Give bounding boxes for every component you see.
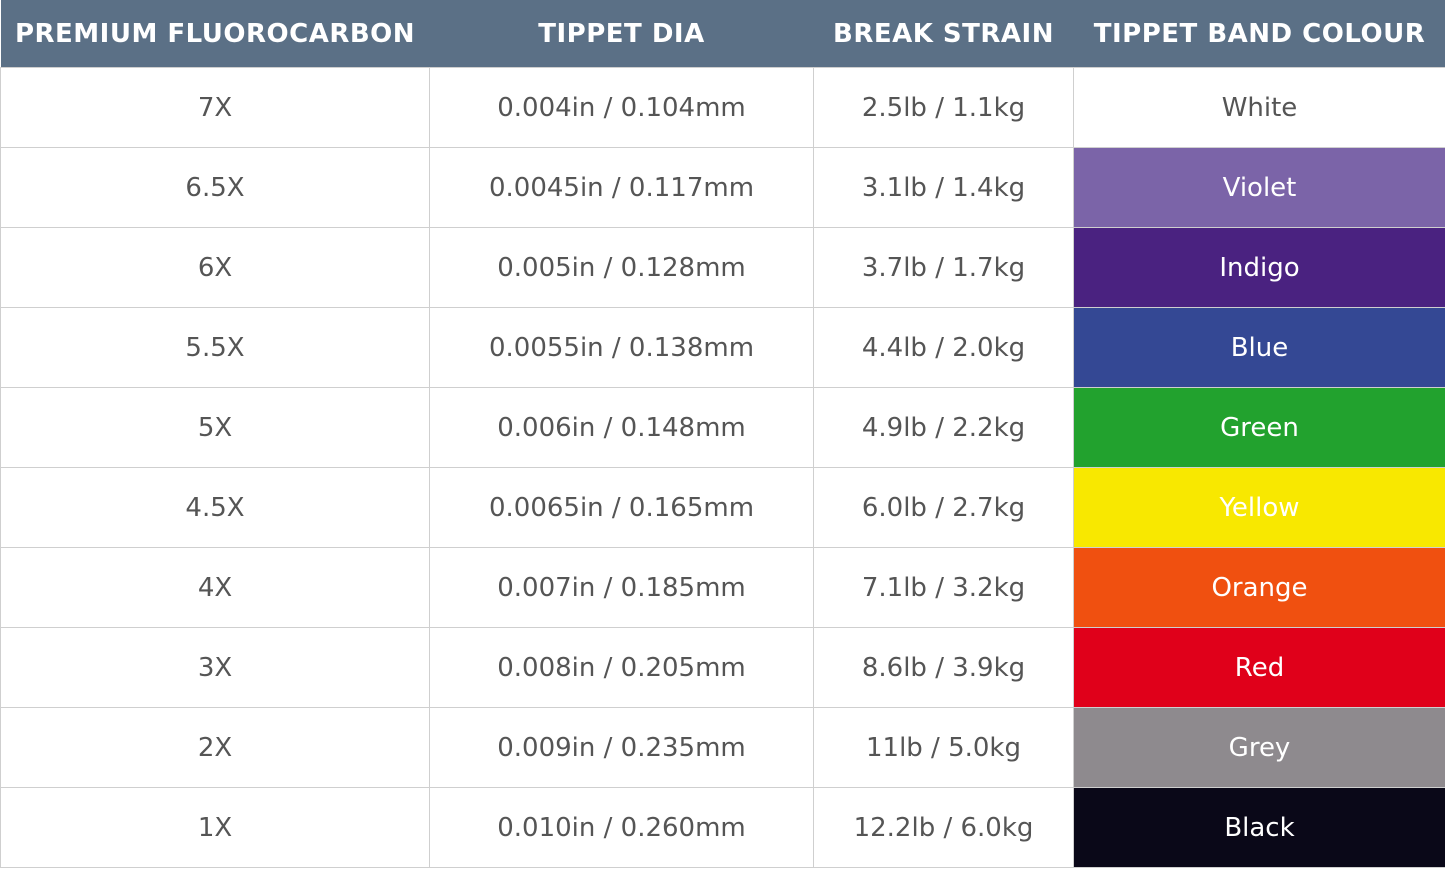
table-row: 7X 0.004in / 0.104mm 2.5lb / 1.1kg White [0, 67, 1445, 148]
band-colour-cell: Yellow [1073, 467, 1445, 548]
band-colour-cell: Red [1073, 627, 1445, 708]
band-colour-cell: Black [1073, 787, 1445, 868]
size-cell: 6.5X [0, 147, 430, 228]
size-cell: 3X [0, 627, 430, 708]
size-cell: 7X [0, 67, 430, 148]
size-cell: 4.5X [0, 467, 430, 548]
header-row: PREMIUM FLUOROCARBON TIPPET DIA BREAK ST… [0, 0, 1445, 68]
break-strain-cell: 8.6lb / 3.9kg [813, 627, 1074, 708]
band-colour-cell: White [1073, 67, 1445, 148]
break-strain-cell: 4.9lb / 2.2kg [813, 387, 1074, 468]
band-colour-cell: Green [1073, 387, 1445, 468]
tippet-dia-cell: 0.010in / 0.260mm [429, 787, 814, 868]
tippet-dia-cell: 0.009in / 0.235mm [429, 707, 814, 788]
band-colour-cell: Grey [1073, 707, 1445, 788]
table-row: 3X 0.008in / 0.205mm 8.6lb / 3.9kg Red [0, 627, 1445, 708]
break-strain-cell: 11lb / 5.0kg [813, 707, 1074, 788]
band-colour-cell: Orange [1073, 547, 1445, 628]
table-row: 6.5X 0.0045in / 0.117mm 3.1lb / 1.4kg Viole… [0, 147, 1445, 228]
size-cell: 2X [0, 707, 430, 788]
header-tippet-dia: TIPPET DIA [429, 0, 814, 68]
header-break-strain: BREAK STRAIN [813, 0, 1074, 68]
break-strain-cell: 4.4lb / 2.0kg [813, 307, 1074, 388]
size-cell: 1X [0, 787, 430, 868]
size-cell: 5.5X [0, 307, 430, 388]
table-row: 1X 0.010in / 0.260mm 12.2lb / 6.0kg Black [0, 787, 1445, 868]
table-row: 5.5X 0.0055in / 0.138mm 4.4lb / 2.0kg Blue [0, 307, 1445, 388]
table-row: 6X 0.005in / 0.128mm 3.7lb / 1.7kg Indigo [0, 227, 1445, 308]
break-strain-cell: 3.1lb / 1.4kg [813, 147, 1074, 228]
tippet-dia-cell: 0.004in / 0.104mm [429, 67, 814, 148]
table-row: 4.5X 0.0065in / 0.165mm 6.0lb / 2.7kg Yello… [0, 467, 1445, 548]
tippet-dia-cell: 0.006in / 0.148mm [429, 387, 814, 468]
break-strain-cell: 7.1lb / 3.2kg [813, 547, 1074, 628]
tippet-dia-cell: 0.007in / 0.185mm [429, 547, 814, 628]
break-strain-cell: 12.2lb / 6.0kg [813, 787, 1074, 868]
table-row: 2X 0.009in / 0.235mm 11lb / 5.0kg Grey [0, 707, 1445, 788]
break-strain-cell: 3.7lb / 1.7kg [813, 227, 1074, 308]
table-row: 5X 0.006in / 0.148mm 4.9lb / 2.2kg Green [0, 387, 1445, 468]
size-cell: 5X [0, 387, 430, 468]
band-colour-cell: Blue [1073, 307, 1445, 388]
size-cell: 6X [0, 227, 430, 308]
break-strain-cell: 6.0lb / 2.7kg [813, 467, 1074, 548]
tippet-dia-cell: 0.0055in / 0.138mm [429, 307, 814, 388]
tippet-dia-cell: 0.0045in / 0.117mm [429, 147, 814, 228]
tippet-dia-cell: 0.005in / 0.128mm [429, 227, 814, 308]
header-tippet-band-colour: TIPPET BAND COLOUR [1073, 0, 1445, 68]
tippet-dia-cell: 0.008in / 0.205mm [429, 627, 814, 708]
break-strain-cell: 2.5lb / 1.1kg [813, 67, 1074, 148]
size-cell: 4X [0, 547, 430, 628]
table-row: 4X 0.007in / 0.185mm 7.1lb / 3.2kg Orange [0, 547, 1445, 628]
tippet-dia-cell: 0.0065in / 0.165mm [429, 467, 814, 548]
band-colour-cell: Violet [1073, 147, 1445, 228]
header-premium-fluorocarbon: PREMIUM FLUOROCARBON [0, 0, 430, 68]
band-colour-cell: Indigo [1073, 227, 1445, 308]
